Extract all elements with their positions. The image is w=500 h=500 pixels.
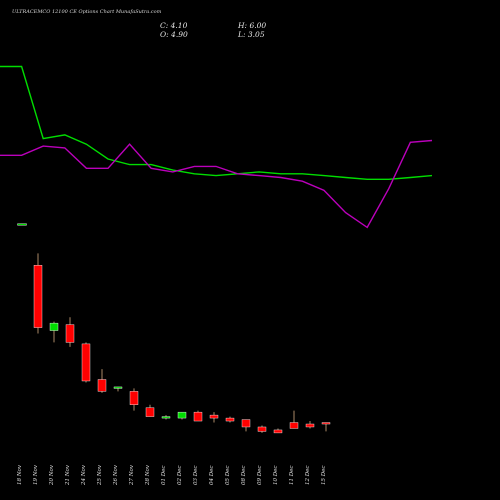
- open-label: O: 4.90: [160, 30, 188, 39]
- x-tick-label: 19 Nov: [33, 464, 39, 485]
- candle-body: [65, 324, 75, 343]
- x-tick-label: 05 Dec: [225, 466, 231, 486]
- x-tick-label: 18 Nov: [17, 464, 23, 485]
- candle-body: [289, 422, 299, 429]
- indicator-line-2: [0, 139, 433, 229]
- indicator-line-1: [0, 65, 433, 181]
- candle-body: [273, 429, 283, 434]
- x-tick-label: 25 Nov: [97, 464, 103, 486]
- candle-body: [33, 265, 43, 328]
- candle-body: [49, 322, 59, 331]
- candle-body: [177, 411, 187, 419]
- x-tick-label: 20 Nov: [49, 464, 55, 486]
- x-tick-label: 01 Dec: [161, 466, 167, 486]
- x-tick-label: 24 Nov: [81, 464, 87, 486]
- x-tick-label: 02 Dec: [177, 466, 183, 486]
- candle-body: [97, 379, 107, 392]
- x-tick-label: 09 Dec: [257, 466, 263, 486]
- x-tick-label: 28 Nov: [145, 464, 151, 486]
- close-label: C: 4.10: [160, 21, 188, 30]
- x-tick-label: 21 Nov: [65, 464, 71, 486]
- candle-body: [225, 417, 235, 422]
- candle-body: [145, 407, 155, 417]
- high-label: H: 6.00: [238, 21, 267, 30]
- x-tick-label: 08 Dec: [241, 466, 247, 486]
- x-tick-label: 11 Dec: [289, 466, 295, 486]
- x-tick-label: 04 Dec: [209, 466, 215, 486]
- candle-body: [305, 423, 315, 428]
- candle-body: [321, 422, 331, 425]
- x-tick-label: 27 Nov: [129, 464, 135, 486]
- candle-body: [209, 414, 219, 419]
- candle-body: [17, 223, 27, 226]
- candle-body: [241, 419, 251, 428]
- x-tick-label: 15 Dec: [321, 466, 327, 486]
- x-tick-label: 03 Dec: [193, 466, 199, 486]
- chart-title: ULTRACEMCO 12100 CE Options Chart Munafa…: [12, 9, 162, 15]
- candle-body: [81, 343, 91, 382]
- x-tick-label: 12 Dec: [305, 466, 311, 486]
- low-label: L: 3.05: [238, 30, 265, 39]
- candle-body: [113, 386, 123, 389]
- candle-body: [129, 391, 139, 405]
- candle-body: [257, 426, 267, 432]
- candle-body: [161, 416, 171, 419]
- x-tick-label: 10 Dec: [273, 466, 279, 486]
- candle-body: [193, 411, 203, 422]
- x-tick-label: 26 Nov: [113, 464, 119, 486]
